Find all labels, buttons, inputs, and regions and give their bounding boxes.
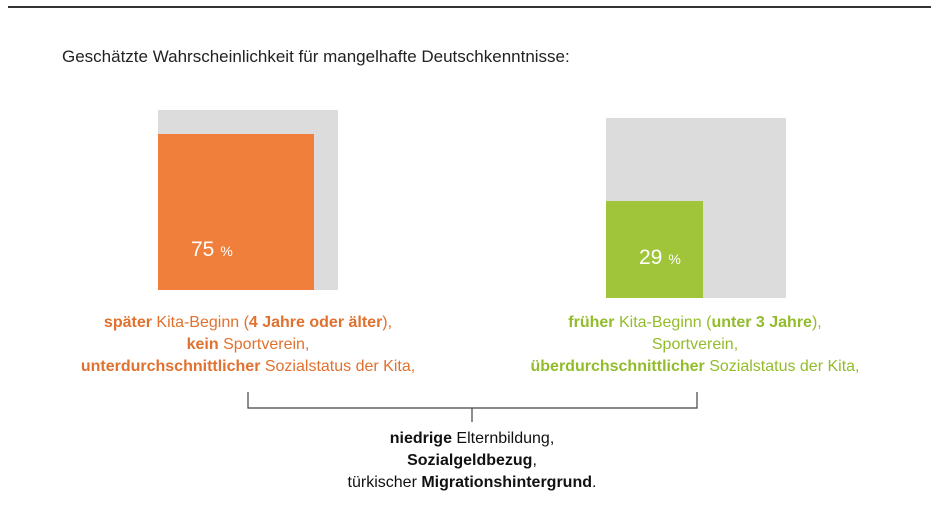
unit: % [668, 251, 681, 267]
text: Elternbildung, [451, 430, 555, 447]
text-line: türkischer Migrationshintergrund. [348, 474, 597, 492]
text-line: überdurchschnittlicher Sozialstatus der … [531, 358, 860, 376]
text-line: Sportverein, [652, 336, 738, 354]
square [158, 134, 314, 290]
text: ), [382, 314, 393, 331]
text-line: niedrige Elternbildung, [390, 430, 555, 448]
bold-text: Migrationshintergrund [421, 474, 592, 491]
text: ), [811, 314, 822, 331]
bold-text: 4 Jahre oder älter [248, 314, 383, 331]
bold-text: früher [568, 314, 615, 331]
chart-title: Geschätzte Wahrscheinlichkeit für mangel… [62, 47, 570, 66]
bold-text: Sozialgeldbezug [407, 452, 533, 469]
text-line: Sozialgeldbezug, [407, 452, 537, 470]
value-label: 29% [639, 246, 681, 270]
bold-text: niedrige [389, 430, 452, 447]
text-line: später Kita-Beginn (4 Jahre oder älter), [104, 314, 392, 332]
bold-text: unter 3 Jahre [711, 314, 812, 331]
value: 29 [639, 246, 663, 269]
text: Kita-Beginn ( [151, 314, 249, 331]
square [606, 201, 703, 298]
text: Kita-Beginn ( [614, 314, 712, 331]
bracket-line [247, 392, 698, 422]
bold-text: kein [186, 336, 219, 353]
value-label: 75% [191, 238, 233, 262]
bold-text: überdurchschnittlicher [530, 358, 705, 375]
text: Sportverein, [651, 336, 739, 353]
text: , [532, 452, 537, 469]
top-rule [8, 6, 931, 8]
unit: % [220, 243, 233, 259]
bold-text: später [103, 314, 152, 331]
text-line: unterdurchschnittlicher Sozialstatus der… [81, 358, 415, 376]
text: Sozialstatus der Kita, [260, 358, 416, 375]
text-line: kein Sportverein, [187, 336, 310, 354]
bold-text: unterdurchschnittlicher [80, 358, 261, 375]
text: türkischer [347, 474, 422, 491]
text: . [592, 474, 597, 491]
text: Sportverein, [218, 336, 310, 353]
value: 75 [191, 238, 215, 261]
text-line: früher Kita-Beginn (unter 3 Jahre), [568, 314, 821, 332]
text: Sozialstatus der Kita, [704, 358, 860, 375]
